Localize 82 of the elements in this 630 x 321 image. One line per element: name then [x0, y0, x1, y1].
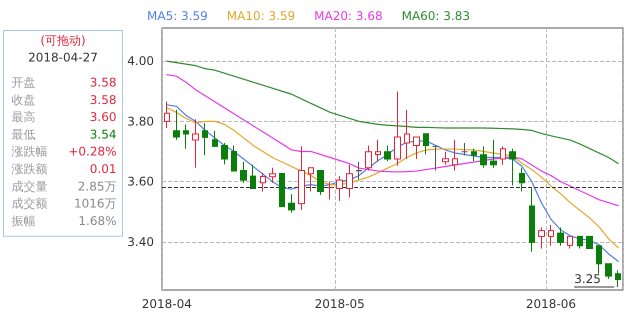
text: 振幅: [12, 214, 36, 228]
candlestick: [538, 226, 545, 249]
candlestick: [586, 236, 593, 249]
candlestick: [317, 170, 324, 196]
text: MA5: 3.59: [147, 9, 208, 23]
candlestick: [394, 91, 401, 166]
candlestick: [471, 148, 477, 162]
text: 0.01: [90, 162, 116, 176]
text: 开盘: [12, 76, 36, 90]
text: 收盘: [12, 92, 36, 107]
y-tick-label: 3.60: [127, 174, 154, 189]
text: 成交量: [12, 179, 48, 194]
candlestick: [500, 146, 506, 166]
candlestick: [260, 172, 266, 192]
text: +0.28%: [68, 144, 116, 159]
candlestick: [529, 188, 535, 252]
y-tick-label: 3.40: [127, 234, 154, 249]
candlestick: [221, 142, 228, 165]
line-series: [166, 74, 619, 206]
candlestick: [480, 146, 487, 168]
candlestick: [442, 151, 449, 166]
text: MA60: 3.83: [402, 9, 470, 23]
candlestick: [548, 224, 554, 246]
candlestick: [183, 124, 189, 150]
candlestick: [404, 109, 410, 160]
candlestick: [577, 236, 583, 249]
candlestick: [461, 142, 468, 156]
candlestick: [250, 164, 256, 190]
y-tick-label: 4.00: [127, 54, 154, 68]
text: 最低: [12, 127, 36, 142]
text: 成交额: [12, 196, 48, 211]
text: MA10: 3.59: [226, 9, 296, 23]
text: 3.58: [90, 92, 116, 107]
text: (可拖动): [40, 34, 86, 48]
candlestick: [231, 144, 237, 172]
candlestick: [327, 181, 333, 200]
candlestick: [615, 270, 621, 288]
text: MA20: 3.68: [314, 9, 383, 23]
text: 涨跌额: [12, 162, 48, 176]
candlestick: [519, 167, 525, 192]
candlestick: [279, 172, 285, 208]
text: 3.54: [90, 127, 116, 142]
candlestick: [375, 139, 381, 162]
text: 1.68%: [78, 214, 116, 228]
candlestick: [557, 226, 564, 246]
text: 2.85万: [78, 179, 116, 194]
candlestick: [288, 194, 295, 214]
candlestick: [432, 144, 439, 171]
candlestick: [192, 118, 199, 168]
candlestick: [336, 176, 343, 202]
annotation: 3.25: [574, 272, 601, 286]
x-tick-label: 2018-04: [142, 297, 192, 311]
candlestick: [173, 109, 180, 140]
candlestick: [452, 139, 458, 171]
text: 3.58: [90, 76, 116, 90]
candlestick: [509, 148, 516, 186]
line-series: [166, 60, 619, 164]
candlestick: [240, 161, 247, 184]
text: 涨跌幅: [12, 144, 48, 159]
candlestick: [413, 136, 420, 160]
candlestick: [365, 144, 372, 171]
candlestick: [298, 146, 305, 210]
text: 3.60: [90, 110, 116, 124]
candlestick: [164, 100, 170, 128]
candlestick: [384, 144, 391, 162]
candlestick: [423, 133, 429, 155]
candlestick: [605, 263, 612, 280]
text: 最高: [12, 110, 36, 124]
candlestick: [269, 167, 276, 184]
candlestick: [308, 167, 314, 192]
text: 1016万: [74, 196, 116, 211]
x-tick-label: 2018-05: [314, 297, 365, 311]
candlestick: [490, 139, 497, 168]
candlestick: [567, 236, 573, 249]
candlestick: [346, 164, 353, 198]
candlestick: [212, 130, 218, 147]
candlestick: [202, 122, 208, 156]
candlestick: [596, 245, 602, 274]
y-tick-label: 3.80: [127, 114, 154, 128]
candlestick: [356, 161, 362, 180]
text: 2018-04-27: [28, 50, 98, 64]
x-tick-label: 2018-06: [526, 297, 576, 311]
